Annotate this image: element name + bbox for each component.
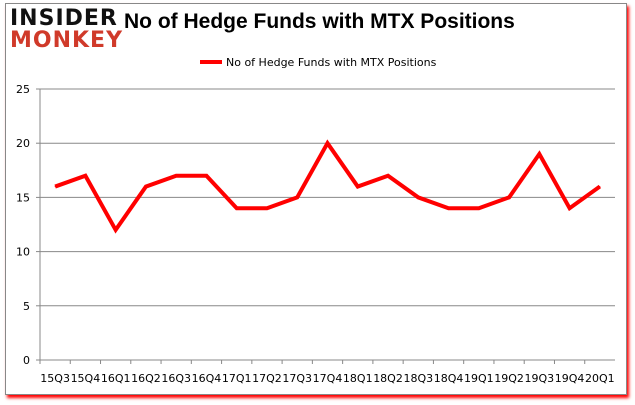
x-tick-label: 16Q2 [131,372,161,385]
data-point [417,196,419,198]
data-point [296,196,298,198]
insider-monkey-logo: INSIDER MONKEY [10,8,123,52]
x-tick-label: 19Q2 [494,372,524,385]
data-point [508,196,510,198]
data-point [538,153,540,155]
x-tick-label: 19Q3 [525,372,555,385]
x-tick-label: 15Q3 [40,372,70,385]
data-point [599,186,601,188]
data-point [84,175,86,177]
y-tick-label: 5 [23,300,30,313]
data-point [236,207,238,209]
x-tick-label: 18Q4 [434,372,464,385]
data-point [357,186,359,188]
chart-title: No of Hedge Funds with MTX Positions [124,10,515,33]
y-tick-label: 0 [23,354,30,367]
data-point [115,229,117,231]
x-tick-label: 18Q2 [373,372,403,385]
y-tick-label: 20 [16,137,30,150]
legend: No of Hedge Funds with MTX Positions [200,56,437,69]
data-point [266,207,268,209]
logo-line1: INSIDER [10,6,118,31]
x-tick-label: 17Q3 [282,372,312,385]
data-point [145,186,147,188]
data-point [448,207,450,209]
data-point [175,175,177,177]
chart-frame [5,3,627,395]
y-tick-label: 15 [16,191,30,204]
x-tick-label: 16Q1 [101,372,131,385]
x-tick-label: 16Q3 [161,372,191,385]
x-tick-label: 19Q4 [555,372,585,385]
x-tick-label: 15Q4 [71,372,101,385]
x-tick-label: 18Q3 [403,372,433,385]
x-tick-label: 16Q4 [192,372,222,385]
x-tick-label: 17Q2 [252,372,282,385]
legend-label: No of Hedge Funds with MTX Positions [226,56,437,69]
x-tick-label: 19Q1 [464,372,494,385]
data-point [387,175,389,177]
data-point [327,142,328,144]
data-point [569,207,571,209]
series-line [54,139,602,234]
x-tick-label: 18Q1 [343,372,373,385]
y-tick-label: 10 [16,246,30,259]
data-point [478,207,480,209]
data-point [54,186,56,188]
x-tick-label: 17Q1 [222,372,252,385]
data-point [205,175,207,177]
x-tick-label: 20Q1 [585,372,615,385]
y-tick-label: 25 [16,83,30,96]
logo-line2: MONKEY [10,28,124,53]
x-tick-label: 17Q4 [313,372,343,385]
